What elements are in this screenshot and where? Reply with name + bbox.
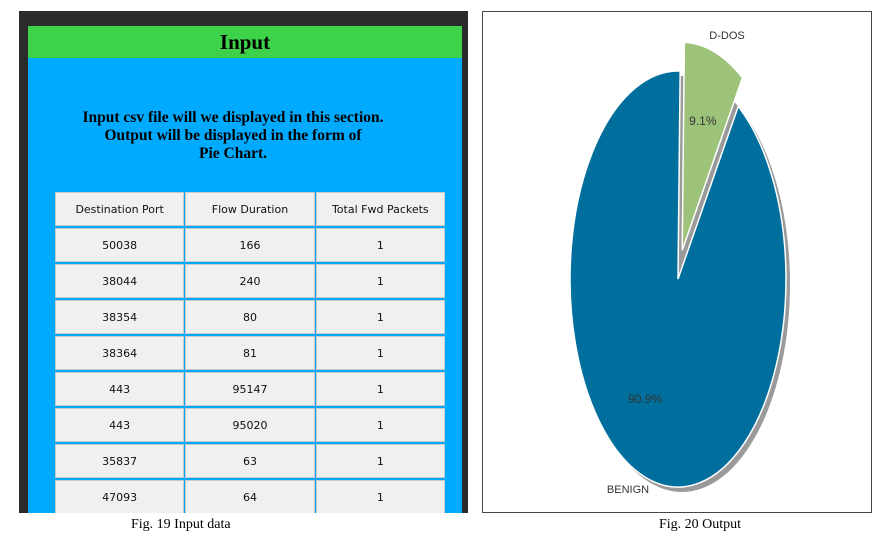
table-row[interactable]: 38044 240 1 [55, 264, 445, 300]
column-header-flow-duration[interactable]: Flow Duration [185, 192, 315, 226]
table-cell: 443 [55, 372, 185, 406]
table-cell: 38364 [55, 336, 185, 370]
table-cell: 1 [315, 300, 445, 334]
column-header-destination-port[interactable]: Destination Port [55, 192, 185, 226]
table-row[interactable]: 443 95147 1 [55, 372, 445, 408]
table-cell: 1 [315, 228, 445, 262]
table-cell: 1 [315, 408, 445, 442]
csv-table[interactable]: Destination Port Flow Duration Total Fwd… [55, 192, 445, 513]
table-cell: 240 [185, 264, 315, 298]
intro-line-3: Pie Chart. [198, 145, 267, 162]
pie-data-label: 9.1% [689, 114, 717, 128]
intro-line-1: Input csv file will we displayed in this… [82, 109, 384, 126]
pie-data-label: 90.9% [628, 392, 662, 406]
table-cell: 166 [185, 228, 315, 262]
table-cell: 35837 [55, 444, 185, 478]
table-cell: 64 [185, 480, 315, 513]
table-cell: 38044 [55, 264, 185, 298]
table-row[interactable]: 38364 81 1 [55, 336, 445, 372]
table-cell: 80 [185, 300, 315, 334]
input-window: Input Input csv file will we displayed i… [19, 11, 468, 513]
table-cell: 50038 [55, 228, 185, 262]
intro-line-2: Output will be displayed in the form of [104, 127, 362, 144]
table-cell: 1 [315, 372, 445, 406]
column-header-total-fwd-packets[interactable]: Total Fwd Packets [315, 192, 445, 226]
pie-category-label: BENIGN [607, 484, 649, 496]
table-row[interactable]: 50038 166 1 [55, 228, 445, 264]
input-panel: Input Input csv file will we displayed i… [28, 26, 462, 513]
table-cell: 38354 [55, 300, 185, 334]
table-cell: 95020 [185, 408, 315, 442]
table-cell: 63 [185, 444, 315, 478]
figure-caption-input: Fig. 19 Input data [131, 517, 231, 532]
pie-category-label: D-DOS [709, 30, 744, 42]
table-cell: 47093 [55, 480, 185, 513]
pie-slice-benign [569, 70, 787, 488]
table-cell: 1 [315, 336, 445, 370]
pie-slice-d-dos [681, 41, 744, 251]
output-chart-frame: 9.1% D-DOS 90.9% BENIGN [482, 11, 872, 513]
intro-text: Input csv file will we displayed in this… [68, 109, 398, 163]
table-cell: 1 [315, 264, 445, 298]
table-row[interactable]: 47093 64 1 [55, 480, 445, 513]
table-cell: 81 [185, 336, 315, 370]
table-header-row: Destination Port Flow Duration Total Fwd… [55, 192, 445, 228]
pie-chart: 9.1% D-DOS 90.9% BENIGN [569, 30, 790, 496]
table-row[interactable]: 443 95020 1 [55, 408, 445, 444]
table-cell: 1 [315, 444, 445, 478]
table-row[interactable]: 38354 80 1 [55, 300, 445, 336]
figure-caption-output: Fig. 20 Output [659, 517, 742, 532]
table-cell: 1 [315, 480, 445, 513]
table-cell: 95147 [185, 372, 315, 406]
table-cell: 443 [55, 408, 185, 442]
input-header: Input [28, 26, 462, 58]
table-row[interactable]: 35837 63 1 [55, 444, 445, 480]
